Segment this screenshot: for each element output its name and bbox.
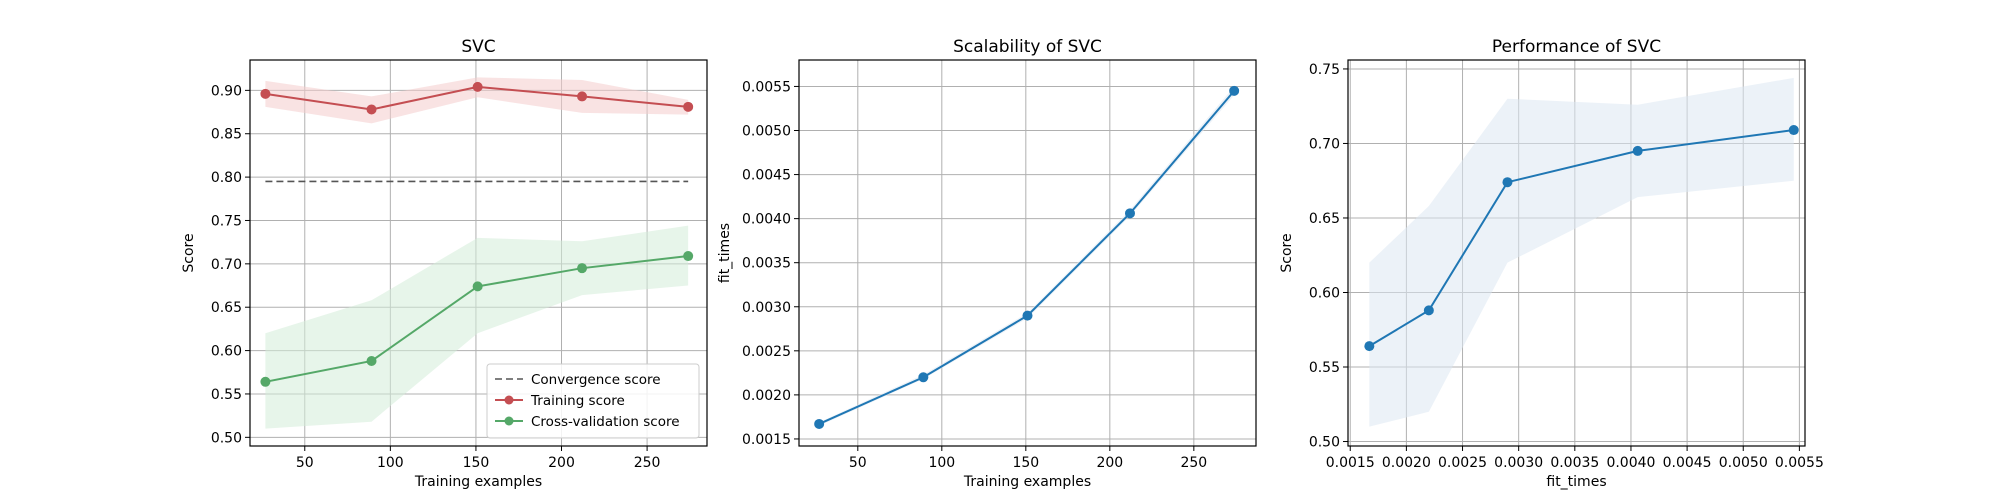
- legend-label-training: Training score: [530, 393, 625, 409]
- series-0-point: [1788, 125, 1799, 136]
- training-score-point: [683, 101, 694, 112]
- y-tick-label: 0.0055: [742, 79, 791, 95]
- plot-frame: [1347, 59, 1806, 447]
- y-tick-label: 0.0050: [742, 124, 791, 140]
- y-tick-label: 0.50: [211, 430, 242, 446]
- y-tick-label: 0.75: [211, 213, 242, 229]
- x-tick-label: 200: [548, 455, 575, 471]
- x-tick-label: 250: [1180, 455, 1207, 471]
- series-0-point: [918, 372, 929, 383]
- chart-title: SVC: [461, 37, 495, 57]
- y-tick-label: 0.0020: [742, 388, 791, 404]
- x-tick-label: 0.0055: [1775, 455, 1824, 471]
- series-0-point: [1124, 208, 1135, 219]
- y-axis-label: fit_times: [717, 223, 733, 283]
- training-score-point: [577, 91, 588, 102]
- panel-performance: 0.0015 0.0020 0.0025 0.0030 0.0035 0.0040 0.00…: [1279, 37, 1824, 490]
- legend-label-convergence: Convergence score: [531, 372, 661, 388]
- y-tick-label: 0.80: [211, 170, 242, 186]
- x-tick-label: 0.0030: [1494, 455, 1543, 471]
- y-tick-label: 0.60: [1309, 285, 1340, 301]
- training-score-point: [260, 88, 271, 99]
- y-tick-label: 0.55: [211, 387, 242, 403]
- y-tick-label: 0.60: [211, 344, 242, 360]
- y-tick-label: 0.0030: [742, 300, 791, 316]
- plot-frame: [249, 59, 708, 447]
- x-tick-label: 50: [296, 455, 314, 471]
- x-tick-label: 0.0045: [1663, 455, 1712, 471]
- y-tick-label: 0.85: [211, 127, 242, 143]
- cross-validation-score-band: [265, 225, 689, 429]
- legend-entry-training: Training score: [495, 393, 625, 409]
- x-tick-label: 150: [463, 455, 490, 471]
- legend-marker-cross-validation: [504, 416, 514, 426]
- cross-validation-score-point: [472, 281, 483, 292]
- legend: Convergence score Training score Cross-v…: [486, 363, 700, 439]
- cross-validation-score-point: [260, 376, 271, 387]
- x-axis-label: fit_times: [1546, 474, 1606, 490]
- y-tick-label: 0.70: [1309, 136, 1340, 152]
- series-0-point: [1502, 177, 1513, 188]
- x-tick-label: 100: [377, 455, 404, 471]
- y-axis-label: Score: [181, 233, 197, 272]
- chart-title: Performance of SVC: [1492, 37, 1661, 57]
- panel-scalability: 50 100 150 200 250 0.0015 0.0020 0.0025 0.0030 0.…: [717, 37, 1257, 490]
- y-tick-label: 0.0035: [742, 256, 791, 272]
- y-tick-label: 0.65: [211, 300, 242, 316]
- legend-entry-convergence: Convergence score: [495, 372, 661, 388]
- y-tick-label: 0.0040: [742, 212, 791, 228]
- series-0-band: [1369, 77, 1794, 427]
- legend-entry-cross-validation: Cross-validation score: [495, 414, 680, 430]
- panel-svc-learning-curve: 50 100 150 200 250 0.50 0.55 0.60 0.65 0.70 0.75 0.…: [181, 37, 708, 490]
- x-tick-label: 250: [634, 455, 661, 471]
- plot-frame: [798, 59, 1257, 447]
- y-tick-label: 0.70: [211, 257, 242, 273]
- x-tick-label: 0.0015: [1326, 455, 1375, 471]
- x-tick-label: 0.0020: [1382, 455, 1431, 471]
- legend-box: [486, 363, 700, 439]
- x-tick-label: 0.0040: [1606, 455, 1655, 471]
- x-tick-label: 150: [1012, 455, 1039, 471]
- training-score-point: [472, 81, 483, 92]
- x-tick-label: 0.0050: [1719, 455, 1768, 471]
- series-0-point: [1364, 341, 1375, 352]
- cross-validation-score-point: [683, 251, 694, 262]
- series-0-point: [1229, 85, 1240, 96]
- x-axis-label: Training examples: [963, 474, 1091, 490]
- y-tick-label: 0.0045: [742, 168, 791, 184]
- y-tick-label: 0.90: [211, 83, 242, 99]
- cross-validation-score-point: [366, 355, 377, 366]
- y-tick-label: 0.65: [1309, 211, 1340, 227]
- series-0-point: [1423, 305, 1434, 316]
- legend-marker-training: [504, 395, 514, 405]
- legend-label-cross-validation: Cross-validation score: [531, 414, 680, 430]
- series-0-point: [1632, 145, 1643, 156]
- x-tick-label: 200: [1096, 455, 1123, 471]
- training-score-point: [366, 104, 377, 115]
- x-tick-label: 0.0035: [1550, 455, 1599, 471]
- cross-validation-score-point: [577, 263, 588, 274]
- x-tick-label: 100: [928, 455, 955, 471]
- y-tick-label: 0.55: [1309, 360, 1340, 376]
- x-tick-label: 0.0025: [1438, 455, 1487, 471]
- y-tick-label: 0.50: [1309, 435, 1340, 451]
- series-0-point: [814, 418, 825, 429]
- y-tick-label: 0.75: [1309, 62, 1340, 78]
- x-axis-label: Training examples: [414, 474, 542, 490]
- x-tick-label: 50: [849, 455, 867, 471]
- series-0-point: [1022, 310, 1033, 321]
- y-tick-label: 0.0025: [742, 344, 791, 360]
- y-axis-label: Score: [1279, 233, 1295, 272]
- y-tick-label: 0.0015: [742, 432, 791, 448]
- chart-title: Scalability of SVC: [953, 37, 1102, 57]
